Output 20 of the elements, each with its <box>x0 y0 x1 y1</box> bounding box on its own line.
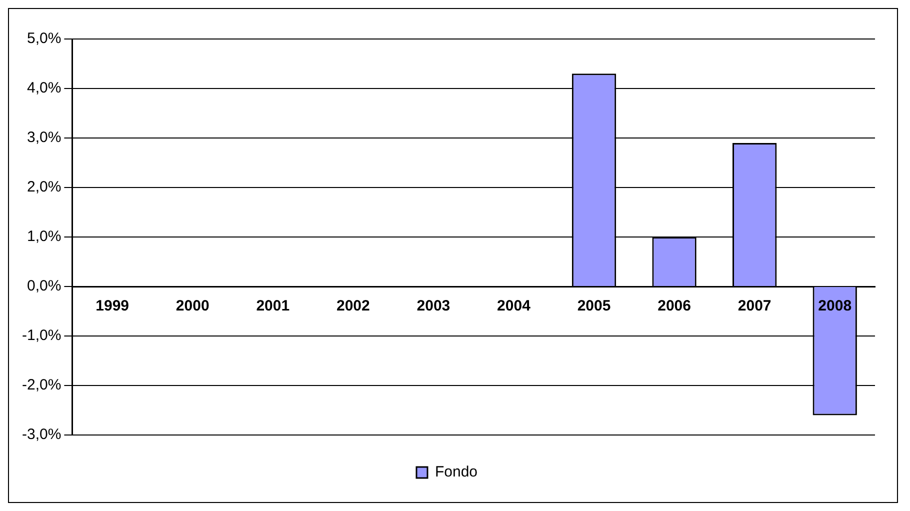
x-tick-label: 2005 <box>577 298 611 315</box>
x-tick-label: 2000 <box>176 298 210 315</box>
legend-label: Fondo <box>434 464 478 481</box>
x-tick-label: 2001 <box>256 298 290 315</box>
x-tick-label: 2002 <box>336 298 370 315</box>
y-tick-label: 0,0% <box>26 278 62 295</box>
y-tick-label: 5,0% <box>26 30 62 48</box>
x-tick-label: 2006 <box>658 298 691 315</box>
x-tick-label: 2007 <box>738 298 772 315</box>
y-tick-label: 1,0% <box>26 228 62 246</box>
y-tick-label: -3,0% <box>22 426 62 444</box>
x-tick-label: 2004 <box>497 298 532 315</box>
y-tick-label: -2,0% <box>22 376 62 394</box>
y-tick-label: 2,0% <box>26 178 62 196</box>
x-tick-label: 2008 <box>818 298 852 315</box>
y-tick-label: 4,0% <box>26 80 62 97</box>
x-tick-label: 1999 <box>96 298 130 315</box>
y-tick-label: 3,0% <box>26 129 62 146</box>
y-tick-label: -1,0% <box>22 327 62 344</box>
x-tick-label: 2003 <box>416 298 450 315</box>
